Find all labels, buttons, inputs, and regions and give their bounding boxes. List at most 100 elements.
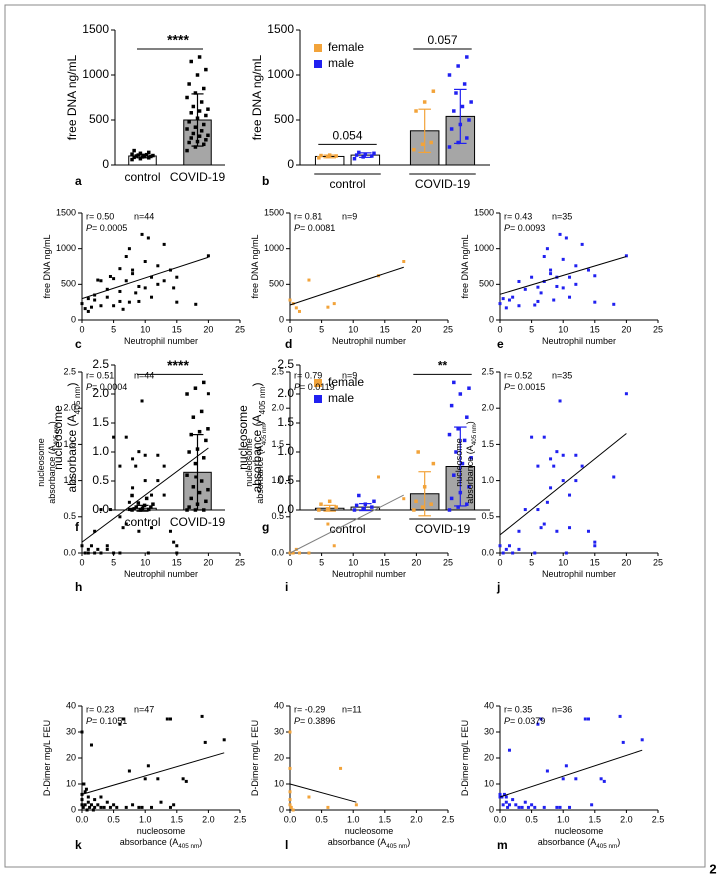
data-point [332, 544, 336, 548]
y-axis-label: D-Dimer mg/L FEU [250, 720, 260, 796]
x-tick-label: 20 [621, 557, 631, 567]
data-point [96, 803, 100, 807]
data-point [193, 386, 198, 390]
data-point [549, 486, 553, 490]
y-axis-label-part: absorbance (A [465, 445, 475, 504]
x-tick-label: 10 [348, 557, 358, 567]
data-point [354, 803, 358, 807]
data-point [325, 507, 330, 511]
data-point [199, 479, 204, 483]
data-point [140, 399, 144, 403]
data-point [151, 502, 155, 506]
y-axis-label-part: ) [255, 421, 265, 424]
data-point [175, 275, 179, 279]
stat-p-symbol: P [294, 223, 300, 233]
x-axis-label-part: Neutrophil number [542, 336, 616, 346]
data-point [580, 242, 584, 246]
x-tick-label: 25 [235, 324, 245, 334]
data-point [134, 505, 138, 509]
data-point [332, 302, 336, 306]
y-tick-label: 10 [484, 778, 494, 788]
data-point [191, 415, 196, 419]
x-tick-label: 25 [235, 557, 245, 567]
data-point [93, 551, 97, 555]
data-point [372, 499, 376, 504]
data-point [422, 100, 427, 104]
y-axis-label-part: ) [47, 421, 57, 424]
data-point [555, 529, 559, 533]
data-point [80, 730, 84, 734]
data-point [80, 803, 84, 807]
data-point [89, 544, 93, 548]
data-point [558, 232, 562, 236]
fit-line [499, 433, 627, 536]
stat-p-symbol: P [504, 223, 510, 233]
x-tick-label: 0.0 [494, 814, 507, 824]
x-tick-label: 5 [111, 557, 116, 567]
significance-label: 0.054 [332, 129, 362, 143]
data-point [130, 508, 134, 512]
stat-n: n=9 [342, 370, 357, 380]
y-axis-label-subscript: 405 nm [471, 424, 478, 445]
x-tick-label: 15 [590, 324, 600, 334]
y-axis-label: absorbance (A405 nm) [65, 383, 82, 493]
data-point [204, 138, 208, 142]
data-point [288, 766, 292, 770]
data-point [184, 779, 188, 783]
x-tick-label: 25 [653, 557, 663, 567]
x-tick-label: 15 [380, 557, 390, 567]
data-point [504, 800, 508, 804]
data-point [99, 508, 103, 512]
y-tick-label: 1500 [474, 207, 494, 217]
stat-p: P= 0.0004 [86, 382, 127, 392]
data-point [536, 299, 540, 303]
y-tick-label: 20 [66, 752, 76, 762]
data-point [168, 805, 172, 809]
x-tick-label: 15 [172, 324, 182, 334]
x-axis-label-part: absorbance (A [538, 837, 597, 847]
x-tick-label: 1.0 [557, 814, 570, 824]
data-point [530, 803, 534, 807]
x-tick-label: 0.0 [76, 814, 89, 824]
data-point [465, 55, 469, 59]
x-axis-label: Neutrophil number [332, 336, 406, 346]
data-point [134, 291, 138, 295]
data-point [197, 134, 202, 138]
data-point [376, 475, 380, 479]
data-point [86, 800, 90, 804]
data-point [447, 508, 452, 512]
y-axis-label-subscript: 405 nm [261, 424, 268, 445]
data-point [151, 153, 155, 158]
data-point [84, 787, 88, 791]
y-tick-label: 0.5 [63, 511, 76, 521]
figure-frame [4, 4, 706, 868]
data-point [539, 291, 543, 295]
data-point [132, 155, 136, 160]
data-point [181, 777, 185, 781]
data-point [131, 486, 135, 490]
data-point [568, 275, 572, 279]
data-point [112, 277, 116, 281]
stat-r: r= -0.29 [294, 704, 325, 714]
x-tick-label: 25 [443, 324, 453, 334]
data-point [146, 236, 150, 240]
stat-p: P= 0.0081 [294, 223, 335, 233]
data-point [449, 403, 454, 408]
data-point [112, 304, 116, 308]
x-axis-label: nucleosome [345, 826, 394, 836]
y-tick-label: 30 [274, 726, 284, 736]
data-point [354, 503, 359, 508]
data-point [189, 59, 193, 64]
data-point [80, 544, 84, 548]
panel-label: f [75, 520, 80, 534]
y-tick-label: 20 [484, 752, 494, 762]
data-point [108, 508, 112, 512]
stat-p-value: = 0.0093 [510, 223, 545, 233]
data-point [185, 473, 189, 477]
stat-p-value: = 0.0015 [510, 382, 545, 392]
data-point [187, 120, 191, 124]
data-point [175, 300, 179, 304]
data-point [99, 795, 103, 799]
data-point [498, 302, 502, 306]
